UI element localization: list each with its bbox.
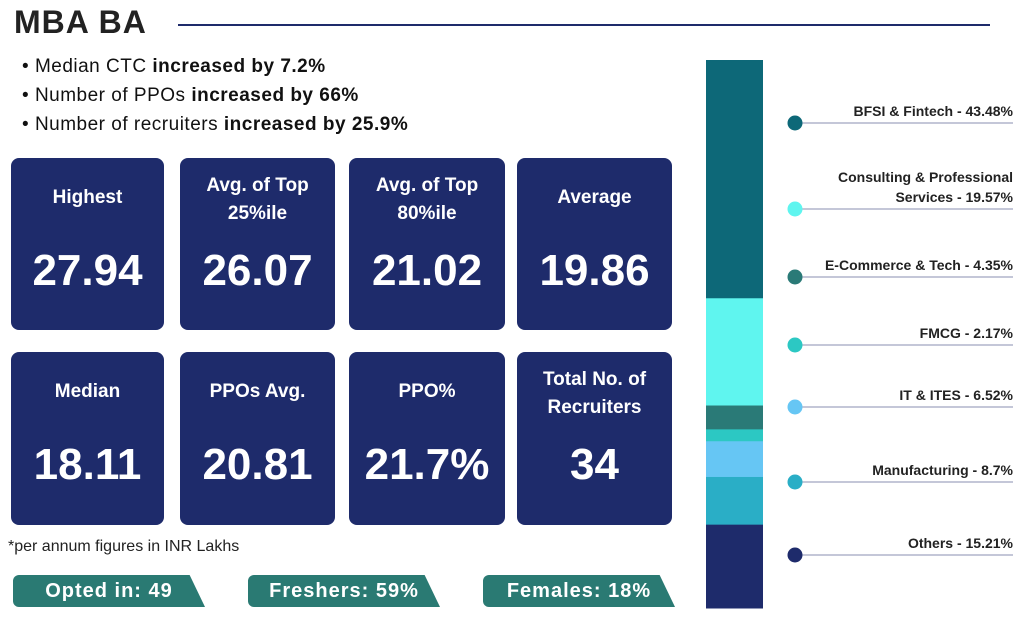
bullet-text: Median CTC bbox=[34, 56, 147, 77]
card-label: PPOs Avg. bbox=[180, 378, 335, 406]
stat-card: PPO% 21.7% bbox=[349, 352, 505, 525]
pill: Freshers: 59% bbox=[248, 575, 440, 607]
bar-segment bbox=[706, 60, 763, 299]
stat-card: Median 18.11 bbox=[11, 352, 164, 525]
card-label-line: PPOs Avg. bbox=[209, 381, 306, 402]
card-label-line: Total No. of bbox=[542, 369, 647, 390]
bullet: • Number of PPOs increased by 66% bbox=[22, 85, 359, 107]
bullet-bold: increased by 7.2% bbox=[152, 56, 326, 77]
card-label: PPO% bbox=[349, 378, 505, 406]
stat-card: Total No. of Recruiters 34 bbox=[517, 352, 672, 525]
card-label: Median bbox=[11, 378, 164, 406]
card-value: 27.94 bbox=[32, 246, 143, 295]
card-value: 18.11 bbox=[33, 440, 142, 489]
legend-dot bbox=[787, 474, 803, 490]
legend-dot bbox=[787, 201, 803, 217]
card-label-line: 25%ile bbox=[227, 203, 288, 224]
card-value: 21.02 bbox=[371, 246, 483, 295]
card-label-line: Avg. of Top bbox=[375, 175, 479, 196]
stat-card: PPOs Avg. 20.81 bbox=[180, 352, 335, 525]
bar-segment bbox=[706, 476, 763, 526]
bullet-text: Number of recruiters bbox=[34, 114, 219, 135]
bar-segment bbox=[706, 405, 763, 430]
title: MBA BA bbox=[14, 4, 147, 40]
legend-dot bbox=[787, 547, 803, 563]
card-label: Total No. of Recruiters bbox=[517, 366, 672, 422]
bullet-text: Number of PPOs bbox=[34, 85, 186, 106]
bullet: • Number of recruiters increased by 25.9… bbox=[22, 114, 408, 136]
card-label: Highest bbox=[11, 184, 164, 212]
stat-card: Avg. of Top 80%ile 21.02 bbox=[349, 158, 505, 330]
card-label-line: Avg. of Top bbox=[206, 175, 309, 196]
title-rule bbox=[178, 24, 990, 26]
legend-dot bbox=[787, 399, 803, 415]
legend-dot bbox=[787, 337, 803, 353]
card-value: 34 bbox=[570, 440, 619, 489]
legend-label: FMCG - 2.17% bbox=[920, 325, 1014, 341]
bullet-dot: • bbox=[22, 56, 35, 77]
card-label: Average bbox=[517, 184, 672, 212]
legend-label: Others - 15.21% bbox=[908, 535, 1014, 551]
card-label-line: PPO% bbox=[398, 381, 456, 402]
legend-dot bbox=[787, 115, 803, 131]
card-label-line: 80%ile bbox=[397, 203, 457, 224]
legend-label: E-Commerce & Tech - 4.35% bbox=[825, 257, 1014, 273]
bar-segment bbox=[706, 298, 763, 407]
bullet: • Median CTC increased by 7.2% bbox=[22, 56, 326, 78]
legend-label: BFSI & Fintech - 43.48% bbox=[854, 103, 1014, 119]
card-label-line: Median bbox=[54, 381, 121, 402]
card-label-line: Highest bbox=[52, 187, 123, 208]
card-label-line: Recruiters bbox=[547, 397, 642, 418]
stat-card: Highest 27.94 bbox=[11, 158, 164, 330]
bullet-bold: increased by 66% bbox=[191, 85, 359, 106]
card-label: Avg. of Top 25%ile bbox=[180, 172, 335, 228]
footnote: *per annum figures in INR Lakhs bbox=[8, 538, 240, 555]
stat-card: Average 19.86 bbox=[517, 158, 672, 330]
bar-segment bbox=[706, 441, 763, 478]
card-value: 19.86 bbox=[539, 246, 650, 295]
pill: Opted in: 49 bbox=[13, 575, 205, 607]
bar-segment bbox=[706, 429, 763, 442]
stat-card: Avg. of Top 25%ile 26.07 bbox=[180, 158, 335, 330]
card-label: Avg. of Top 80%ile bbox=[349, 172, 505, 228]
legend-dot bbox=[787, 269, 803, 285]
bar-segment bbox=[706, 524, 763, 609]
legend-label: Services - 19.57% bbox=[895, 189, 1013, 205]
card-value: 20.81 bbox=[202, 440, 313, 489]
card-value: 21.7% bbox=[364, 440, 490, 489]
bullet-dot: • bbox=[22, 114, 35, 135]
legend-label: Manufacturing - 8.7% bbox=[872, 462, 1013, 478]
card-label-line: Average bbox=[557, 187, 632, 208]
pill: Females: 18% bbox=[483, 575, 675, 607]
bullet-dot: • bbox=[22, 85, 35, 106]
legend-label: IT & ITES - 6.52% bbox=[899, 387, 1013, 403]
card-value: 26.07 bbox=[202, 246, 313, 295]
legend-label: Consulting & Professional bbox=[838, 169, 1013, 185]
bullet-bold: increased by 25.9% bbox=[223, 114, 409, 135]
